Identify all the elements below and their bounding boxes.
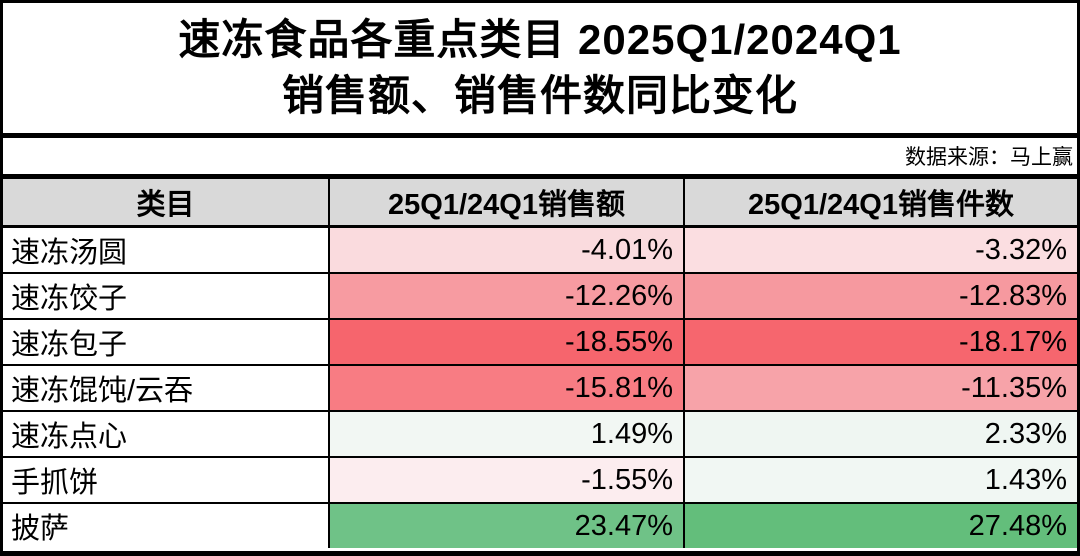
units-change-cell: -3.32% [683,228,1077,272]
data-source-row: 数据来源：马上赢 [3,138,1077,179]
units-change-cell: -12.83% [683,274,1077,318]
data-table: 类目 25Q1/24Q1销售额 25Q1/24Q1销售件数 速冻汤圆 -4.01… [3,179,1077,548]
sales-change-cell: -18.55% [328,320,683,364]
sales-change-cell: -4.01% [328,228,683,272]
data-source-note: 数据来源：马上赢 [905,146,1073,169]
page-title-line2: 销售额、销售件数同比变化 [281,71,798,119]
table-row: 速冻馄饨/云吞 -15.81% -11.35% [3,366,1077,412]
header-cell-units-change: 25Q1/24Q1销售件数 [683,179,1077,225]
category-cell: 速冻馄饨/云吞 [11,375,194,407]
units-change-cell: 1.43% [683,458,1077,502]
table-row: 披萨 23.47% 27.48% [3,504,1077,548]
table-header-row: 类目 25Q1/24Q1销售额 25Q1/24Q1销售件数 [3,179,1077,228]
page-title-line1: 速冻食品各重点类目 2025Q1/2024Q1 [178,16,902,64]
table-row: 手抓饼 -1.55% 1.43% [3,458,1077,504]
units-change-cell: 2.33% [683,412,1077,456]
table-row: 速冻包子 -18.55% -18.17% [3,320,1077,366]
category-cell: 速冻饺子 [11,283,128,315]
sales-change-cell: 23.47% [328,504,683,548]
units-change-cell: -11.35% [683,366,1077,410]
page-title: 速冻食品各重点类目 2025Q1/2024Q1 销售额、销售件数同比变化 [3,3,1077,138]
header-cell-sales-change: 25Q1/24Q1销售额 [328,179,683,225]
category-cell: 速冻汤圆 [11,237,128,269]
table-row: 速冻点心 1.49% 2.33% [3,412,1077,458]
category-cell: 披萨 [11,513,70,545]
sales-change-cell: 1.49% [328,412,683,456]
sales-change-cell: -1.55% [328,458,683,502]
table-row: 速冻汤圆 -4.01% -3.32% [3,228,1077,274]
table-row: 速冻饺子 -12.26% -12.83% [3,274,1077,320]
sales-change-cell: -15.81% [328,366,683,410]
category-cell: 手抓饼 [11,467,99,499]
units-change-cell: 27.48% [683,504,1077,548]
category-cell: 速冻包子 [11,329,128,361]
sales-change-cell: -12.26% [328,274,683,318]
header-cell-category: 类目 [136,189,195,221]
units-change-cell: -18.17% [683,320,1077,364]
category-cell: 速冻点心 [11,421,128,453]
